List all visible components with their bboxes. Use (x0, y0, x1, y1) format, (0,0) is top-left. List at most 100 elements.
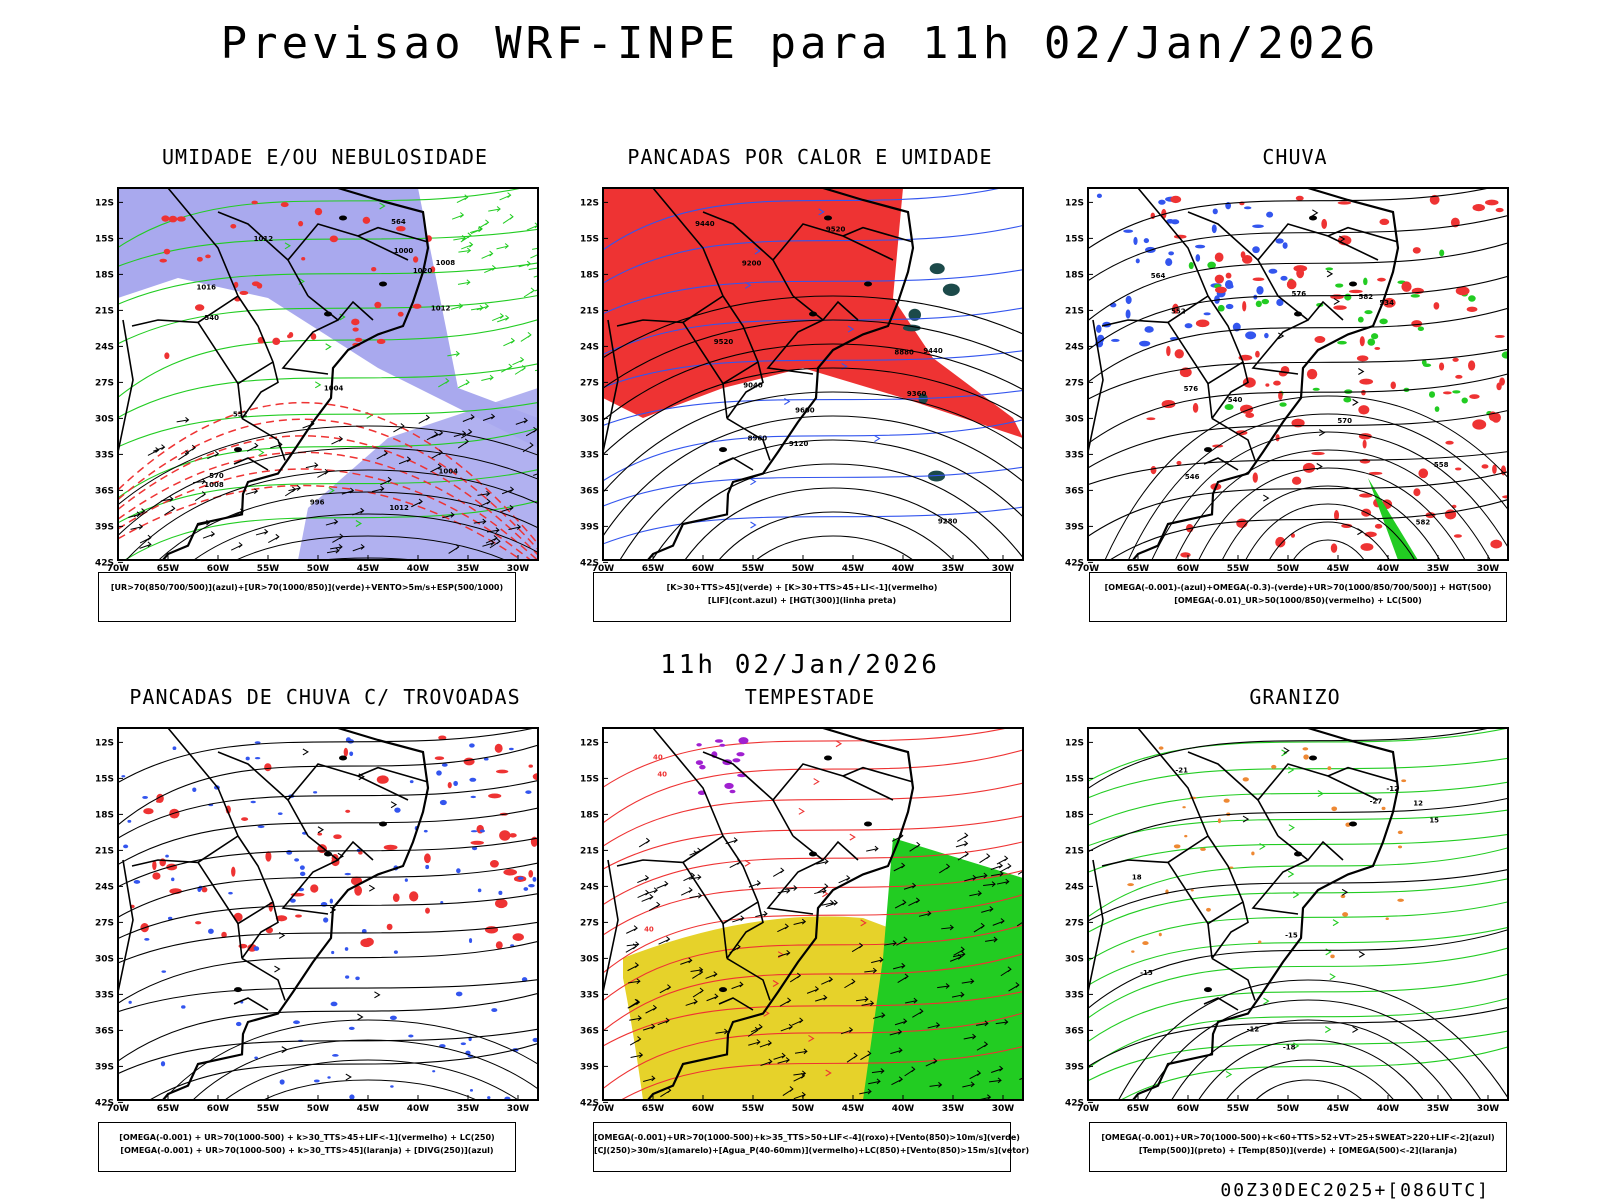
lake-mark (809, 851, 817, 857)
wind-vector-green (526, 224, 538, 231)
vector-head (938, 1081, 943, 1088)
lat-tick-label: 42S (95, 1098, 114, 1108)
lake-mark (234, 447, 242, 453)
state-border (1251, 859, 1309, 915)
state-border (702, 211, 774, 261)
lat-tick-label: 36S (1065, 1026, 1084, 1036)
legend-line: [OMEGA(-0.001) + UR>70(1000-500) + k>30_… (119, 1133, 495, 1142)
hgt300-contour (603, 295, 1023, 359)
hgt500-contour (1088, 373, 1508, 444)
wind-vector (486, 529, 499, 533)
wind-vector-green (481, 377, 494, 381)
red-rain-mark (1302, 462, 1316, 473)
orange-omega-mark (1173, 844, 1181, 849)
red-thickness-mark (371, 267, 377, 272)
lake-mark (809, 311, 817, 317)
red-rain-mark (1455, 374, 1463, 379)
green-humidity-contour (118, 188, 524, 248)
lat-tick-label: 12S (1065, 198, 1084, 208)
red-thickness-mark (397, 311, 404, 317)
vector-head (666, 936, 671, 943)
vector-head (897, 1028, 903, 1035)
lat-tick-label: 27S (95, 378, 114, 388)
vector-head (987, 1094, 992, 1100)
lc250-streamline (118, 893, 538, 939)
lat-tick-label: 18S (95, 810, 114, 820)
vector-head (185, 450, 190, 456)
vector-head (191, 444, 196, 451)
lon-tick-label: 70W (1077, 1104, 1100, 1114)
streamline-arrow (798, 807, 805, 815)
streamline-arrow (328, 487, 335, 495)
lon-tick-label: 60W (207, 1104, 230, 1114)
orange-omega-mark (1223, 798, 1230, 803)
wind850-vector (656, 883, 668, 889)
streamline-arrow (847, 325, 855, 333)
blue-omega-mark (1184, 323, 1193, 329)
contour-label: 9040 (743, 382, 763, 390)
red-rain-mark (1382, 297, 1396, 308)
main-title: Previsao WRF-INPE para 11h 02/Jan/2026 (220, 18, 1380, 69)
vector-head (903, 936, 908, 943)
contour-label: 546 (1185, 473, 1200, 481)
vector-head (360, 507, 365, 514)
lat-tick-label: 42S (1065, 1098, 1084, 1108)
vector-head (141, 508, 146, 514)
wind-vector-green (484, 267, 496, 274)
wind-vector (501, 488, 514, 495)
red-thickness-mark (168, 215, 178, 223)
wind-vector-green (453, 237, 466, 241)
panel-granizo: GRANIZO -12 -12 -15 -15 -18 -21 -27 15 18 12 12S 15… (1060, 685, 1530, 1155)
red-thunderstorm-mark (333, 834, 342, 840)
blue-omega-mark (1275, 238, 1284, 244)
streamline-arrow (1339, 235, 1346, 243)
lat-tick-label: 42S (1065, 558, 1084, 568)
blue-omega-mark (1243, 206, 1252, 210)
wind850-vector (955, 843, 968, 848)
vector-head (439, 430, 444, 436)
contour-label: 9280 (938, 517, 958, 525)
vector-head (867, 1050, 872, 1057)
streamline-arrow (750, 478, 757, 486)
red-rain-mark (1214, 252, 1224, 262)
vector-head (400, 423, 405, 429)
lat-tick-label: 30S (95, 414, 114, 424)
red-rain-mark (1275, 536, 1286, 548)
blue-divergence-mark (389, 1015, 397, 1021)
vector-head (339, 533, 344, 540)
panel-title: CHUVA (1262, 145, 1328, 169)
vector-head (733, 837, 738, 843)
vector-head (960, 946, 965, 953)
blue-divergence-mark (331, 950, 335, 955)
vector-head (466, 279, 471, 286)
blue-divergence-mark (133, 880, 141, 884)
blue-divergence-mark (469, 777, 477, 782)
contour-label: 534 (1379, 299, 1394, 307)
red-thunderstorm-mark (201, 886, 208, 893)
lon-tick-label: 40W (1377, 564, 1400, 574)
streamline-arrow (1263, 494, 1270, 502)
red-rain-mark (1314, 336, 1326, 344)
vector-head (903, 1018, 908, 1025)
lake-mark (719, 987, 727, 993)
vector-head (1000, 918, 1005, 924)
purple-storm-mark (732, 758, 741, 763)
vector-head (1025, 865, 1028, 870)
temp500-contour (1255, 1079, 1364, 1100)
vector-head (1015, 982, 1020, 988)
wind850-vector (989, 1079, 1002, 1083)
blue-divergence-mark (517, 876, 524, 880)
red-thunderstorm-mark (392, 893, 400, 902)
lc250-streamline (118, 1028, 538, 1075)
blue-omega-mark (1194, 244, 1206, 249)
blue-divergence-mark (498, 890, 503, 895)
blue-divergence-mark (344, 872, 351, 876)
lc250-streamline (118, 837, 538, 888)
blue-divergence-mark (254, 757, 261, 760)
blue-omega-mark (1158, 199, 1166, 205)
hgt500-low-contour (1292, 539, 1365, 560)
hgt300-contour (684, 487, 991, 560)
vector-head (1004, 1019, 1009, 1025)
vector-head (527, 332, 532, 338)
vector-head (936, 1022, 941, 1028)
